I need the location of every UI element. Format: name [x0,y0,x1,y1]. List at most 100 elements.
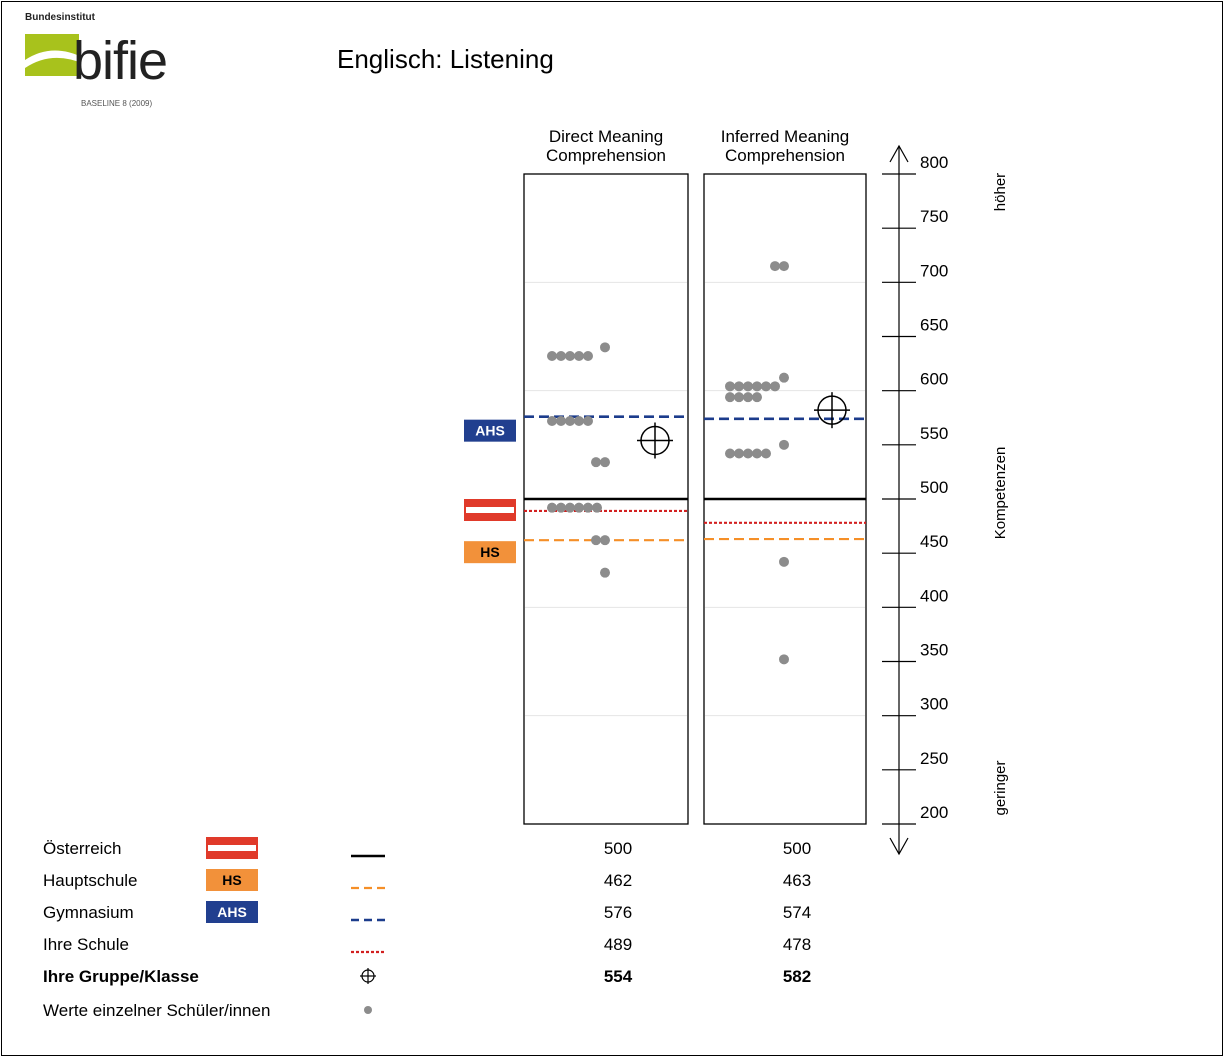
group-mean-marker [637,422,673,459]
student-point [734,381,744,392]
student-point [556,416,566,426]
legend-row-oesterreich: Österreich 500 500 [43,837,811,859]
legend-ahs-badge-label: AHS [217,904,247,920]
student-point [752,448,762,459]
bifie-logo: Bundesinstitut bifie BASELINE 8 (2009) [25,12,168,108]
student-point [591,535,601,546]
student-point [770,381,780,392]
arrow-down-icon [889,837,909,856]
y-tick-label: 750 [920,207,948,226]
legend-value: 478 [783,935,811,954]
panel-title-line: Direct Meaning [549,127,663,146]
student-point [743,448,753,459]
y-tick-label: 550 [920,424,948,443]
student-point [556,502,566,513]
hs-badge-bg [464,541,516,564]
arrow-up-icon [889,144,909,163]
legend-value: 574 [783,903,811,922]
y-tick-label: 650 [920,316,948,335]
legend-value: 582 [783,967,811,986]
student-point [565,502,575,513]
student-point [591,457,601,468]
legend-label: Ihre Schule [43,935,129,954]
student-point [547,502,557,513]
y-axis-bottom-label: geringer [992,760,1009,815]
ahs-badge-label: AHS [475,423,505,439]
student-point [779,654,789,665]
student-point [779,439,789,450]
student-point [583,502,593,513]
student-point [725,448,735,459]
student-point [752,392,762,403]
student-point [779,556,789,567]
student-point [574,416,584,426]
legend-row-schueler: Werte einzelner Schüler/innen [43,1001,372,1020]
legend: Österreich 500 500 Hauptschule HS 462 463 Gymna… [43,837,811,1020]
student-point [725,381,735,392]
legend-label: Ihre Gruppe/Klasse [43,967,199,986]
student-point [600,342,610,353]
panel-title-line: Inferred Meaning [721,127,850,146]
legend-row-gruppe: Ihre Gruppe/Klasse 554 582 [43,967,811,986]
panel-title-line: Comprehension [546,146,666,165]
legend-row-gymnasium: Gymnasium AHS 576 574 [43,901,811,923]
legend-value: 554 [604,967,633,986]
student-point [600,457,610,468]
panel-title-line: Comprehension [725,146,845,165]
student-point [565,416,575,426]
y-tick-label: 700 [920,261,948,280]
y-tick-label: 250 [920,749,948,768]
legend-value: 463 [783,871,811,890]
ahs-badge: AHS [464,419,516,442]
austria-flag-badge [464,499,516,521]
y-axis-label: Kompetenzen [992,447,1009,540]
y-tick-label: 200 [920,803,948,822]
student-point [592,502,602,513]
logo-org-text: Bundesinstitut [25,12,96,23]
legend-label: Hauptschule [43,871,138,890]
y-tick-label: 350 [920,641,948,660]
student-point [574,502,584,513]
y-tick-label: 300 [920,695,948,714]
student-point [761,448,771,459]
group-mean-marker [814,392,850,429]
hs-badge: HS [464,541,516,564]
legend-flag-white [208,845,256,851]
legend-ahs-badge [206,901,258,923]
student-point [583,351,593,361]
logo-brand-text: bifie [73,31,167,91]
y-tick-label: 500 [920,478,948,497]
student-point [600,535,610,546]
student-point [725,392,735,403]
student-point [779,261,789,272]
student-point [600,567,610,578]
student-point [761,381,771,392]
logo-sub-text: BASELINE 8 (2009) [81,99,152,108]
y-axis-top-label: höher [992,173,1009,211]
legend-hs-badge [206,869,258,891]
legend-value: 500 [604,839,632,858]
legend-row-ihre_schule: Ihre Schule 489 478 [43,935,811,954]
legend-label: Österreich [43,839,121,858]
legend-hs-badge-label: HS [222,872,241,888]
student-point [770,261,780,272]
student-point [583,416,593,426]
student-point [752,381,762,392]
logo-swoosh [25,50,84,68]
y-tick-label: 400 [920,586,948,605]
y-tick-label: 450 [920,532,948,551]
legend-value: 500 [783,839,811,858]
legend-row-hauptschule: Hauptschule HS 462 463 [43,869,811,891]
legend-value: 576 [604,903,632,922]
legend-student-point [364,1006,372,1014]
student-point [574,351,584,361]
chart-title: Englisch: Listening [337,44,554,74]
y-tick-label: 600 [920,370,948,389]
student-point [734,392,744,403]
student-point [547,351,557,361]
legend-value: 489 [604,935,632,954]
